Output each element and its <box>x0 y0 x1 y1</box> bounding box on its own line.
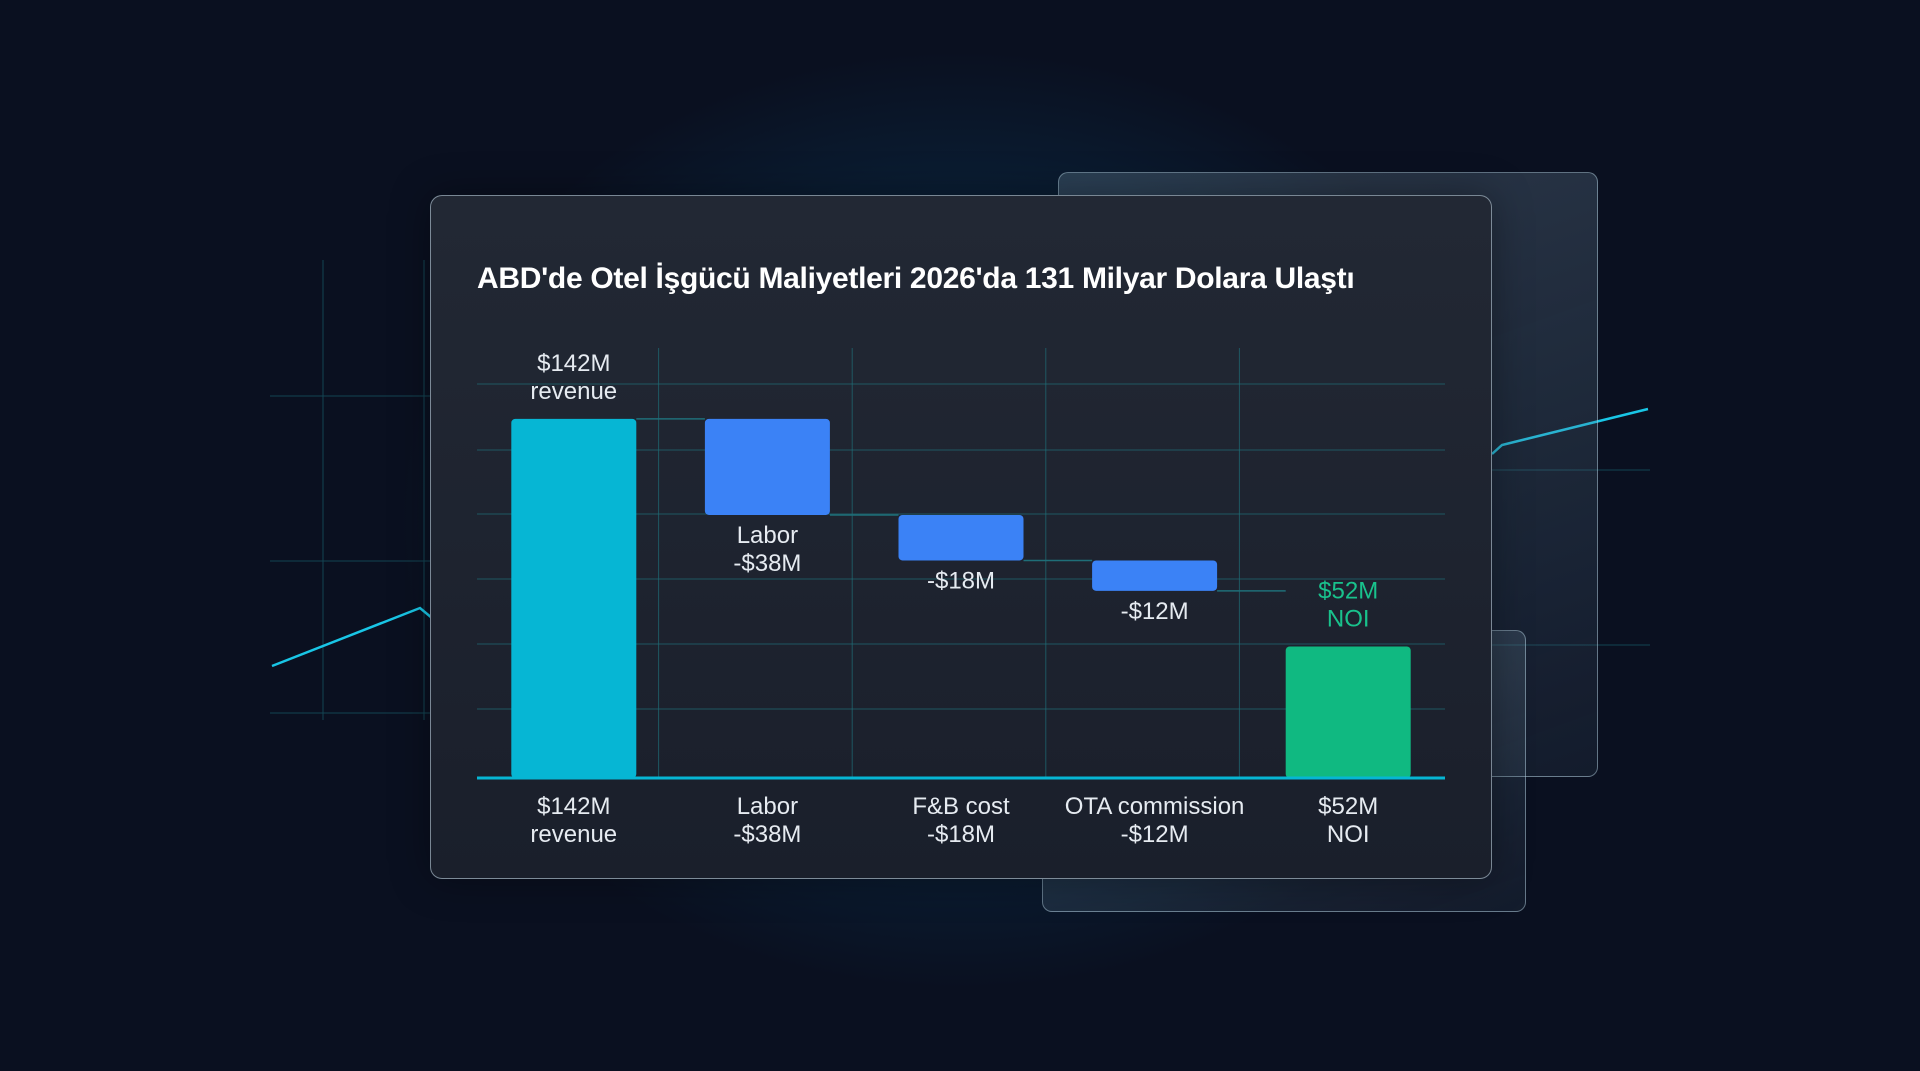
data-label: $142M revenue <box>530 350 617 405</box>
data-label: -$12M <box>1121 598 1189 625</box>
bar <box>1285 646 1411 778</box>
chart-card: ABD'de Otel İşgücü Maliyetleri 2026'da 1… <box>430 195 1492 879</box>
bar <box>511 418 637 778</box>
waterfall-chart: $142M revenue $142M revenue Labor -$38M Labor -… <box>477 348 1445 848</box>
x-tick-label: OTA commission -$12M <box>1065 793 1245 848</box>
data-label: $52M NOI <box>1318 577 1378 632</box>
bar <box>1092 560 1218 591</box>
data-label: -$18M <box>927 567 995 594</box>
bar <box>898 514 1024 561</box>
x-tick-label: $52M NOI <box>1318 793 1378 848</box>
bar <box>704 418 830 515</box>
x-tick-label: F&B cost -$18M <box>912 793 1010 848</box>
x-tick-label: Labor -$38M <box>733 793 801 848</box>
x-tick-label: $142M revenue <box>530 793 617 848</box>
data-label: Labor -$38M <box>733 522 801 577</box>
chart-title: ABD'de Otel İşgücü Maliyetleri 2026'da 1… <box>477 262 1355 295</box>
